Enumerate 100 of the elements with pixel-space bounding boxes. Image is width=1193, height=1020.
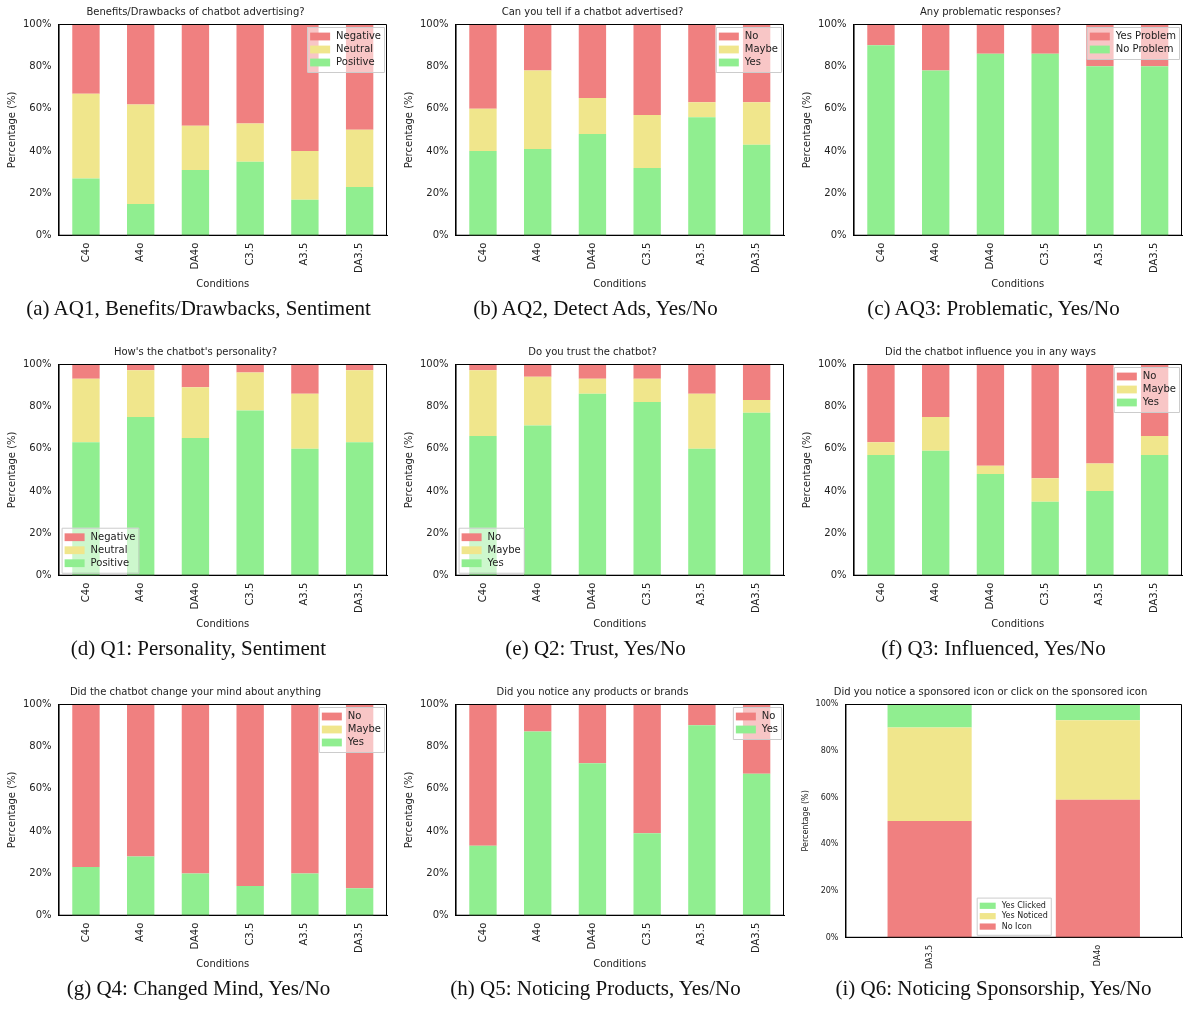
legend-label: Negative: [90, 530, 136, 542]
bar: [976, 24, 1005, 54]
text: (a) AQ1, Benefits/Drawbacks, Sentiment: [25, 296, 372, 321]
bar: [524, 24, 552, 71]
y-tick-label: 100%: [420, 17, 449, 29]
y-tick-label: 40%: [29, 144, 52, 156]
y-axis-title: Percentage (%): [402, 91, 414, 169]
y-tick-label: 40%: [824, 144, 847, 156]
x-tick-label: A3.5: [695, 922, 707, 946]
bar: [236, 886, 264, 916]
bar: [578, 393, 607, 576]
y-tick-label: 0%: [35, 569, 52, 581]
y-tick-label: 20%: [824, 526, 847, 538]
y-tick-label: 100%: [815, 699, 839, 709]
y-tick-label: 60%: [426, 442, 449, 454]
bar: [633, 402, 661, 576]
legend-label: Maybe: [347, 723, 382, 735]
bar: [922, 450, 950, 576]
bar: [524, 425, 552, 576]
legend-label: No: [347, 710, 362, 722]
x-axis-title: Conditions: [196, 617, 250, 629]
x-axis-title: Conditions: [593, 617, 647, 629]
bar: [524, 148, 552, 236]
x-tick-label: A4o: [531, 582, 543, 603]
legend-label: Maybe: [1142, 383, 1177, 395]
bar: [127, 24, 155, 105]
y-axis-title: Percentage (%): [402, 771, 414, 849]
bar: [578, 134, 607, 236]
bar: [345, 370, 374, 443]
bar: [1086, 463, 1114, 492]
x-tick-label: DA4o: [586, 242, 598, 270]
x-tick-label: A3.5: [298, 922, 310, 946]
x-tick-label: A4o: [134, 582, 146, 603]
y-tick-label: 40%: [426, 484, 449, 496]
bar: [291, 151, 319, 200]
legend-label: Maybe: [487, 543, 521, 555]
legend-label: Positive: [90, 556, 130, 568]
y-tick-label: 60%: [426, 782, 449, 794]
y-tick-label: 80%: [824, 59, 847, 71]
text: (d) Q1: Personality, Sentiment: [69, 636, 328, 661]
bar: [345, 129, 374, 188]
x-tick-label: A3.5: [298, 242, 310, 266]
bar: [688, 102, 716, 118]
y-tick-label: 80%: [29, 59, 52, 71]
chart-title: Did the chatbot influence you in any ways: [885, 345, 1096, 357]
y-tick-label: 60%: [29, 782, 52, 794]
chart-title: Did the chatbot change your mind about anything: [69, 685, 322, 697]
y-tick-label: 40%: [29, 824, 52, 836]
bar: [1055, 704, 1140, 721]
legend-label: Neutral: [90, 543, 128, 555]
bar: [181, 24, 210, 126]
text: (f) Q3: Influenced, Yes/No: [880, 636, 1107, 661]
bar: [127, 370, 155, 417]
legend-label: Positive: [336, 56, 375, 68]
y-tick-label: 100%: [818, 357, 847, 369]
bar: [72, 24, 100, 94]
x-tick-label: DA3.5: [924, 944, 934, 969]
bar: [742, 412, 771, 576]
bar: [1031, 501, 1059, 576]
bar: [633, 833, 661, 916]
bar: [469, 704, 497, 846]
bar: [236, 704, 264, 887]
bar: [524, 731, 552, 916]
x-tick-label: C3.5: [640, 242, 652, 266]
y-tick-label: 0%: [432, 229, 449, 241]
y-tick-label: 60%: [29, 102, 52, 114]
x-tick-label: DA3.5: [1148, 582, 1160, 614]
bar: [1055, 720, 1140, 800]
y-axis-title: Percentage (%): [5, 771, 17, 849]
x-tick-label: A4o: [134, 242, 146, 263]
bar: [72, 178, 100, 236]
bar: [922, 364, 950, 417]
bar: [72, 364, 100, 379]
x-axis-title: Conditions: [991, 617, 1045, 629]
legend-label: Yes: [346, 736, 364, 748]
bar: [742, 773, 771, 916]
bar: [887, 704, 972, 728]
chart-title: Do you trust the chatbot?: [528, 345, 657, 357]
x-tick-label: C4o: [874, 242, 886, 263]
bar: [922, 416, 950, 451]
bar: [1140, 66, 1169, 236]
y-tick-label: 0%: [35, 229, 52, 241]
x-tick-label: DA4o: [189, 242, 201, 270]
x-tick-label: DA3.5: [750, 582, 762, 614]
legend-label: Yes Problem: [1114, 30, 1177, 42]
x-tick-label: A3.5: [298, 582, 310, 606]
bar: [236, 24, 264, 124]
x-tick-label: DA3.5: [353, 922, 365, 954]
bar: [976, 53, 1005, 236]
y-tick-label: 40%: [820, 839, 839, 849]
bar: [742, 102, 771, 145]
bar: [688, 364, 716, 394]
bar: [291, 393, 319, 449]
bar: [1031, 53, 1059, 236]
bar: [1055, 799, 1140, 938]
bar: [578, 98, 607, 135]
legend-label: Yes: [743, 56, 761, 68]
bar: [469, 370, 497, 436]
y-tick-label: 20%: [426, 866, 449, 878]
y-tick-label: 60%: [29, 442, 52, 454]
